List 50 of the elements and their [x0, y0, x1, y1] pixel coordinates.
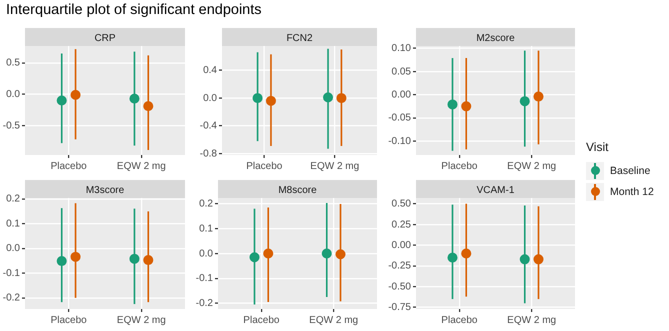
x-tick-label: Placebo	[243, 314, 280, 326]
x-tick-label: Placebo	[246, 160, 283, 172]
y-tick-label: 0.25	[392, 219, 412, 230]
y-tick-label: -0.10	[388, 136, 412, 147]
y-tick-label: -0.1	[2, 268, 20, 279]
chart-title: M3score	[86, 184, 125, 196]
y-tick-label: -0.4	[200, 120, 218, 132]
x-tick-label: Placebo	[50, 314, 88, 326]
y-tick-label: -0.1	[196, 273, 214, 284]
x-tick-label: Placebo	[441, 160, 478, 172]
y-tick-label: 0.00	[392, 240, 412, 251]
legend-label: Month 12	[610, 186, 654, 198]
y-tick-label: 0.4	[203, 65, 218, 76]
y-tick-label: 0.00	[392, 89, 412, 100]
chart-title: VCAM-1	[476, 184, 515, 196]
x-tick-label: EQW 2 mg	[116, 314, 166, 326]
chart-title: CRP	[94, 32, 116, 44]
x-tick-label: EQW 2 mg	[507, 160, 556, 172]
chart-title: FCN2	[286, 32, 313, 44]
y-tick-label: 0.0	[203, 92, 218, 104]
y-tick-label: 0.0	[199, 248, 214, 260]
y-tick-label: 0.1	[199, 223, 214, 234]
y-tick-label: 0.2	[199, 198, 214, 210]
x-tick-label: EQW 2 mg	[310, 160, 360, 172]
x-tick-label: Placebo	[441, 314, 478, 326]
y-tick-label: 0.2	[6, 194, 20, 205]
y-tick-label: 0.0	[6, 243, 20, 254]
y-tick-label: -0.25	[388, 260, 412, 272]
y-tick-label: 0.50	[392, 198, 412, 210]
y-tick-label: 0.5	[6, 58, 20, 69]
chart-title: M2score	[476, 32, 516, 44]
y-tick-label: 0.1	[6, 218, 20, 230]
y-tick-label: -0.2	[196, 298, 214, 310]
y-tick-label: 0.0	[6, 88, 20, 100]
chart-title: M8score	[278, 184, 318, 196]
y-tick-label: -0.50	[388, 281, 412, 292]
y-tick-label: 0.10	[392, 43, 412, 54]
legend-title: Visit	[586, 140, 610, 154]
legend-label: Baseline	[610, 164, 650, 176]
x-tick-label: EQW 2 mg	[309, 314, 358, 326]
x-tick-label: Placebo	[50, 160, 88, 172]
y-tick-label: -0.2	[2, 292, 20, 304]
y-tick-label: -0.5	[2, 120, 20, 132]
y-tick-label: -0.05	[388, 112, 412, 124]
y-tick-label: -0.75	[388, 302, 412, 314]
text: Interquartile plot of significant endpoints	[6, 2, 262, 18]
x-tick-label: EQW 2 mg	[116, 160, 166, 172]
y-tick-label: -0.8	[200, 148, 218, 160]
x-tick-label: EQW 2 mg	[507, 314, 556, 326]
y-tick-label: 0.05	[392, 66, 412, 78]
